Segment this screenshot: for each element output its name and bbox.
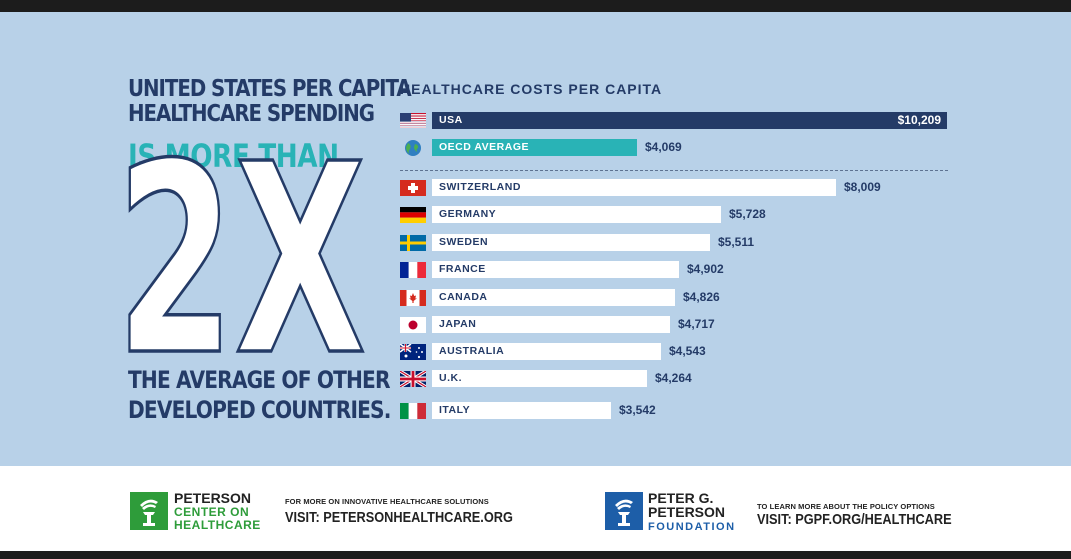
bar-sweden xyxy=(432,234,710,251)
bar-label: ITALY xyxy=(439,404,471,416)
bar-australia xyxy=(432,343,661,360)
flag-icon xyxy=(400,206,426,223)
bar-oecd-average xyxy=(432,139,637,156)
top-frame-bar xyxy=(0,0,1071,12)
bar-switzerland xyxy=(432,179,836,196)
bar-value-label: $4,902 xyxy=(687,262,724,276)
headline-line-2: HEALTHCARE SPENDING xyxy=(128,101,375,127)
bar-label: FRANCE xyxy=(439,263,486,275)
headline-line-3: IS MORE THAN xyxy=(128,137,339,175)
bar-value-label: $8,009 xyxy=(844,180,881,194)
bar-japan xyxy=(432,316,670,333)
big-2x-graphic: 2X xyxy=(116,146,368,376)
bar-germany xyxy=(432,206,721,223)
peterson-center-name-3: HEALTHCARE xyxy=(174,518,261,532)
peterson-center-name-1: PETERSON xyxy=(174,490,252,506)
bar-france xyxy=(432,261,679,278)
bar-canada xyxy=(432,289,675,306)
pgpf-logo xyxy=(605,492,643,530)
chart-title: HEALTHCARE COSTS PER CAPITA xyxy=(400,81,663,97)
bar-label: USA xyxy=(439,114,463,126)
bar-label: SWEDEN xyxy=(439,236,489,248)
footer-left-link[interactable]: VISIT: PETERSONHEALTHCARE.ORG xyxy=(285,509,513,526)
bar-label: CANADA xyxy=(439,291,488,303)
bar-value-label: $4,543 xyxy=(669,344,706,358)
flag-icon xyxy=(400,402,426,419)
bar-value-label: $5,728 xyxy=(729,207,766,221)
globe-icon xyxy=(400,139,426,156)
flag-icon xyxy=(400,179,426,196)
bar-value-label: $4,069 xyxy=(645,140,682,154)
footer-right-caption: TO LEARN MORE ABOUT THE POLICY OPTIONS xyxy=(757,502,935,511)
torch-icon xyxy=(130,492,168,530)
peterson-center-name-2: CENTER ON xyxy=(174,505,250,519)
bar-u-k xyxy=(432,370,647,387)
bar-value-label: $4,717 xyxy=(678,317,715,331)
bar-usa xyxy=(432,112,947,129)
bar-value-label: $3,542 xyxy=(619,403,656,417)
flag-icon xyxy=(400,234,426,251)
bar-label: U.K. xyxy=(439,372,462,384)
bar-value-label: $10,209 xyxy=(897,113,941,127)
bar-value-label: $4,826 xyxy=(683,290,720,304)
flag-icon xyxy=(400,289,426,306)
bar-italy xyxy=(432,402,611,419)
bottom-frame-bar xyxy=(0,551,1071,559)
flag-icon xyxy=(400,261,426,278)
bar-label: AUSTRALIA xyxy=(439,345,505,357)
flag-icon xyxy=(400,316,426,333)
footer xyxy=(0,466,1071,551)
pgpf-name-2: PETERSON xyxy=(648,504,726,520)
footer-left-caption: FOR MORE ON INNOVATIVE HEALTHCARE SOLUTI… xyxy=(285,497,489,506)
bar-label: OECD AVERAGE xyxy=(439,141,530,153)
bar-label: JAPAN xyxy=(439,318,477,330)
big-2x-text: 2X xyxy=(116,146,366,376)
flag-icon xyxy=(400,370,426,387)
flag-icon xyxy=(400,112,426,129)
bar-value-label: $5,511 xyxy=(718,235,755,249)
torch-icon xyxy=(605,492,643,530)
pgpf-name-3: FOUNDATION xyxy=(648,521,736,533)
footer-right-link[interactable]: VISIT: PGPF.ORG/HEALTHCARE xyxy=(757,511,952,528)
flag-icon xyxy=(400,343,426,360)
pgpf-name-1: PETER G. xyxy=(648,490,714,506)
chart-divider xyxy=(400,170,948,171)
bar-label: SWITZERLAND xyxy=(439,181,521,193)
peterson-center-logo xyxy=(130,492,168,530)
bar-value-label: $4,264 xyxy=(655,371,692,385)
bar-label: GERMANY xyxy=(439,208,497,220)
